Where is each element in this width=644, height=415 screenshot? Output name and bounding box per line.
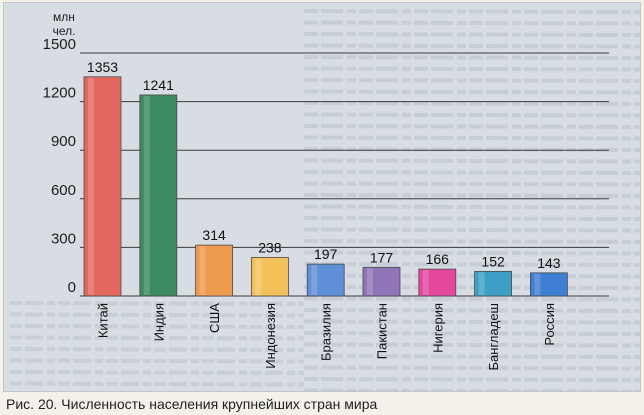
y-tick-label: 300 — [51, 230, 76, 247]
category-label: США — [207, 303, 222, 333]
y-unit-label-line1: млн — [53, 10, 75, 24]
bar-chart: млн чел. 0 300 600 900 1200 1500 1353 Китай 124… — [9, 9, 640, 391]
category-label: Индия — [151, 303, 166, 341]
bar — [306, 263, 345, 297]
bar — [474, 270, 513, 297]
y-axis: млн чел. 0 300 600 900 1200 1500 — [43, 10, 76, 296]
category-label: Бангладеш — [486, 303, 501, 370]
bar-value-label: 197 — [314, 246, 338, 262]
bar-highlight — [199, 246, 206, 295]
category-label: Индонезия — [263, 303, 278, 369]
bar-value-label: 1241 — [143, 77, 174, 93]
y-tick-label: 900 — [51, 133, 76, 150]
bars-group: 1353 Китай 1241 Индия 314 США 238 Индонезия 197 Б… — [83, 59, 568, 370]
bar-highlight — [311, 265, 318, 295]
bar-value-label: 177 — [370, 249, 394, 265]
y-tick-label: 1200 — [43, 85, 76, 102]
chart-figure: млн чел. 0 300 600 900 1200 1500 1353 Китай 124… — [3, 2, 641, 392]
y-unit-label-line2: чел. — [53, 24, 76, 38]
bar-value-label: 166 — [426, 251, 450, 267]
y-tick-label: 600 — [51, 182, 76, 199]
category-label: Россия — [542, 303, 557, 346]
bar — [530, 272, 568, 297]
figure-caption: Рис. 20. Численность населения крупнейши… — [6, 396, 378, 412]
bar-value-label: 238 — [258, 239, 282, 255]
bar — [139, 94, 178, 297]
category-label: Нигерия — [430, 303, 445, 353]
bar-value-label: 1353 — [87, 59, 118, 75]
bar — [195, 244, 234, 297]
bar-highlight — [367, 268, 373, 295]
bar-highlight — [255, 258, 262, 295]
background-text-texture — [9, 9, 640, 391]
category-label: Китай — [96, 303, 111, 338]
category-label: Пакистан — [375, 303, 390, 359]
bar-highlight — [143, 95, 150, 295]
bar-highlight — [422, 270, 429, 295]
y-tick-label: 1500 — [43, 36, 76, 53]
bar-highlight — [534, 273, 541, 295]
bar — [362, 266, 401, 297]
bar — [250, 257, 289, 297]
bar-value-label: 143 — [537, 255, 561, 271]
bar-highlight — [478, 272, 485, 295]
category-label: Бразилия — [319, 303, 334, 361]
y-tick-label: 0 — [68, 279, 76, 296]
bar-highlight — [88, 77, 94, 296]
bar-value-label: 152 — [481, 253, 505, 269]
bar-value-label: 314 — [202, 227, 226, 243]
bar — [418, 268, 457, 297]
bar — [83, 76, 122, 297]
